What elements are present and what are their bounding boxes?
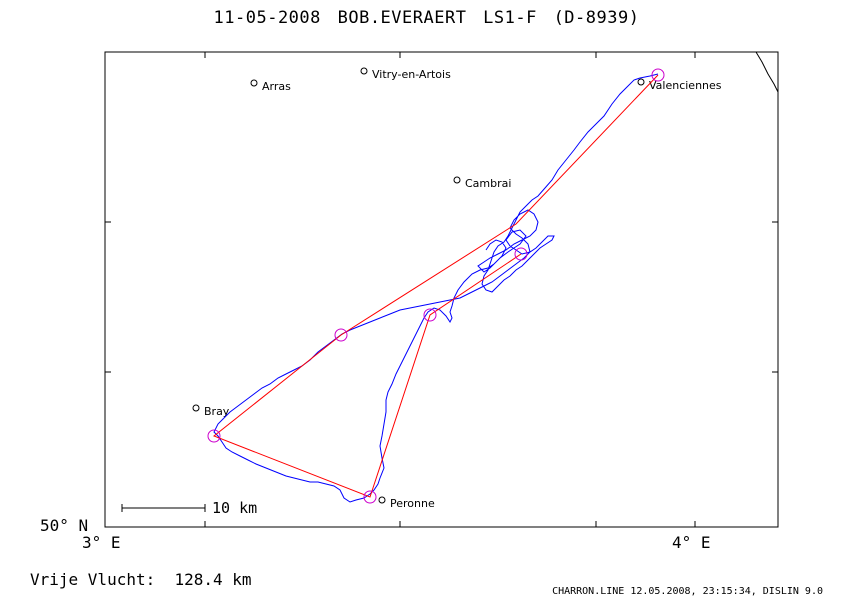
- flight-track: [213, 73, 659, 503]
- turnpoint: [423, 308, 437, 322]
- towns-layer: Arras Vitry-en-Artois Valenciennes Cambrai B…: [192, 67, 722, 510]
- turnpoints: [207, 68, 665, 504]
- border-line: [755, 51, 779, 93]
- lon-label-3: 3° E: [82, 533, 121, 552]
- distance-readout: Vrije Vlucht: 128.4 km: [30, 570, 252, 589]
- lat-label: 50° N: [40, 516, 88, 535]
- town-label: Arras: [262, 80, 291, 93]
- turnpoint: [514, 247, 528, 261]
- town-marker: [250, 79, 258, 87]
- town-marker: [378, 496, 386, 504]
- turnpoint: [651, 68, 665, 82]
- map-frame: [104, 51, 779, 528]
- turnpoint: [207, 429, 221, 443]
- task-line: [213, 74, 659, 498]
- town-label: Cambrai: [465, 177, 511, 190]
- town-label: Valenciennes: [649, 79, 722, 92]
- software-credit: CHARRON.LINE 12.05.2008, 23:15:34, DISLI…: [552, 586, 823, 597]
- scale-bar: [121, 504, 206, 512]
- page-title: 11-05-2008 BOB.EVERAERT LS1-F (D-8939): [213, 8, 640, 28]
- turnpoint: [334, 328, 348, 342]
- axis-ticks: [105, 52, 778, 527]
- scale-bar-label: 10 km: [212, 499, 257, 517]
- town-marker: [192, 404, 200, 412]
- distance-value: 128.4 km: [174, 570, 252, 589]
- lon-label-4: 4° E: [672, 533, 711, 552]
- distance-label: Vrije Vlucht:: [30, 570, 156, 589]
- town-label: Peronne: [390, 497, 435, 510]
- turnpoint: [363, 490, 377, 504]
- town-marker: [637, 78, 645, 86]
- town-marker: [453, 176, 461, 184]
- town-label: Vitry-en-Artois: [372, 68, 451, 81]
- town-marker: [360, 67, 368, 75]
- town-label: Bray: [204, 405, 230, 418]
